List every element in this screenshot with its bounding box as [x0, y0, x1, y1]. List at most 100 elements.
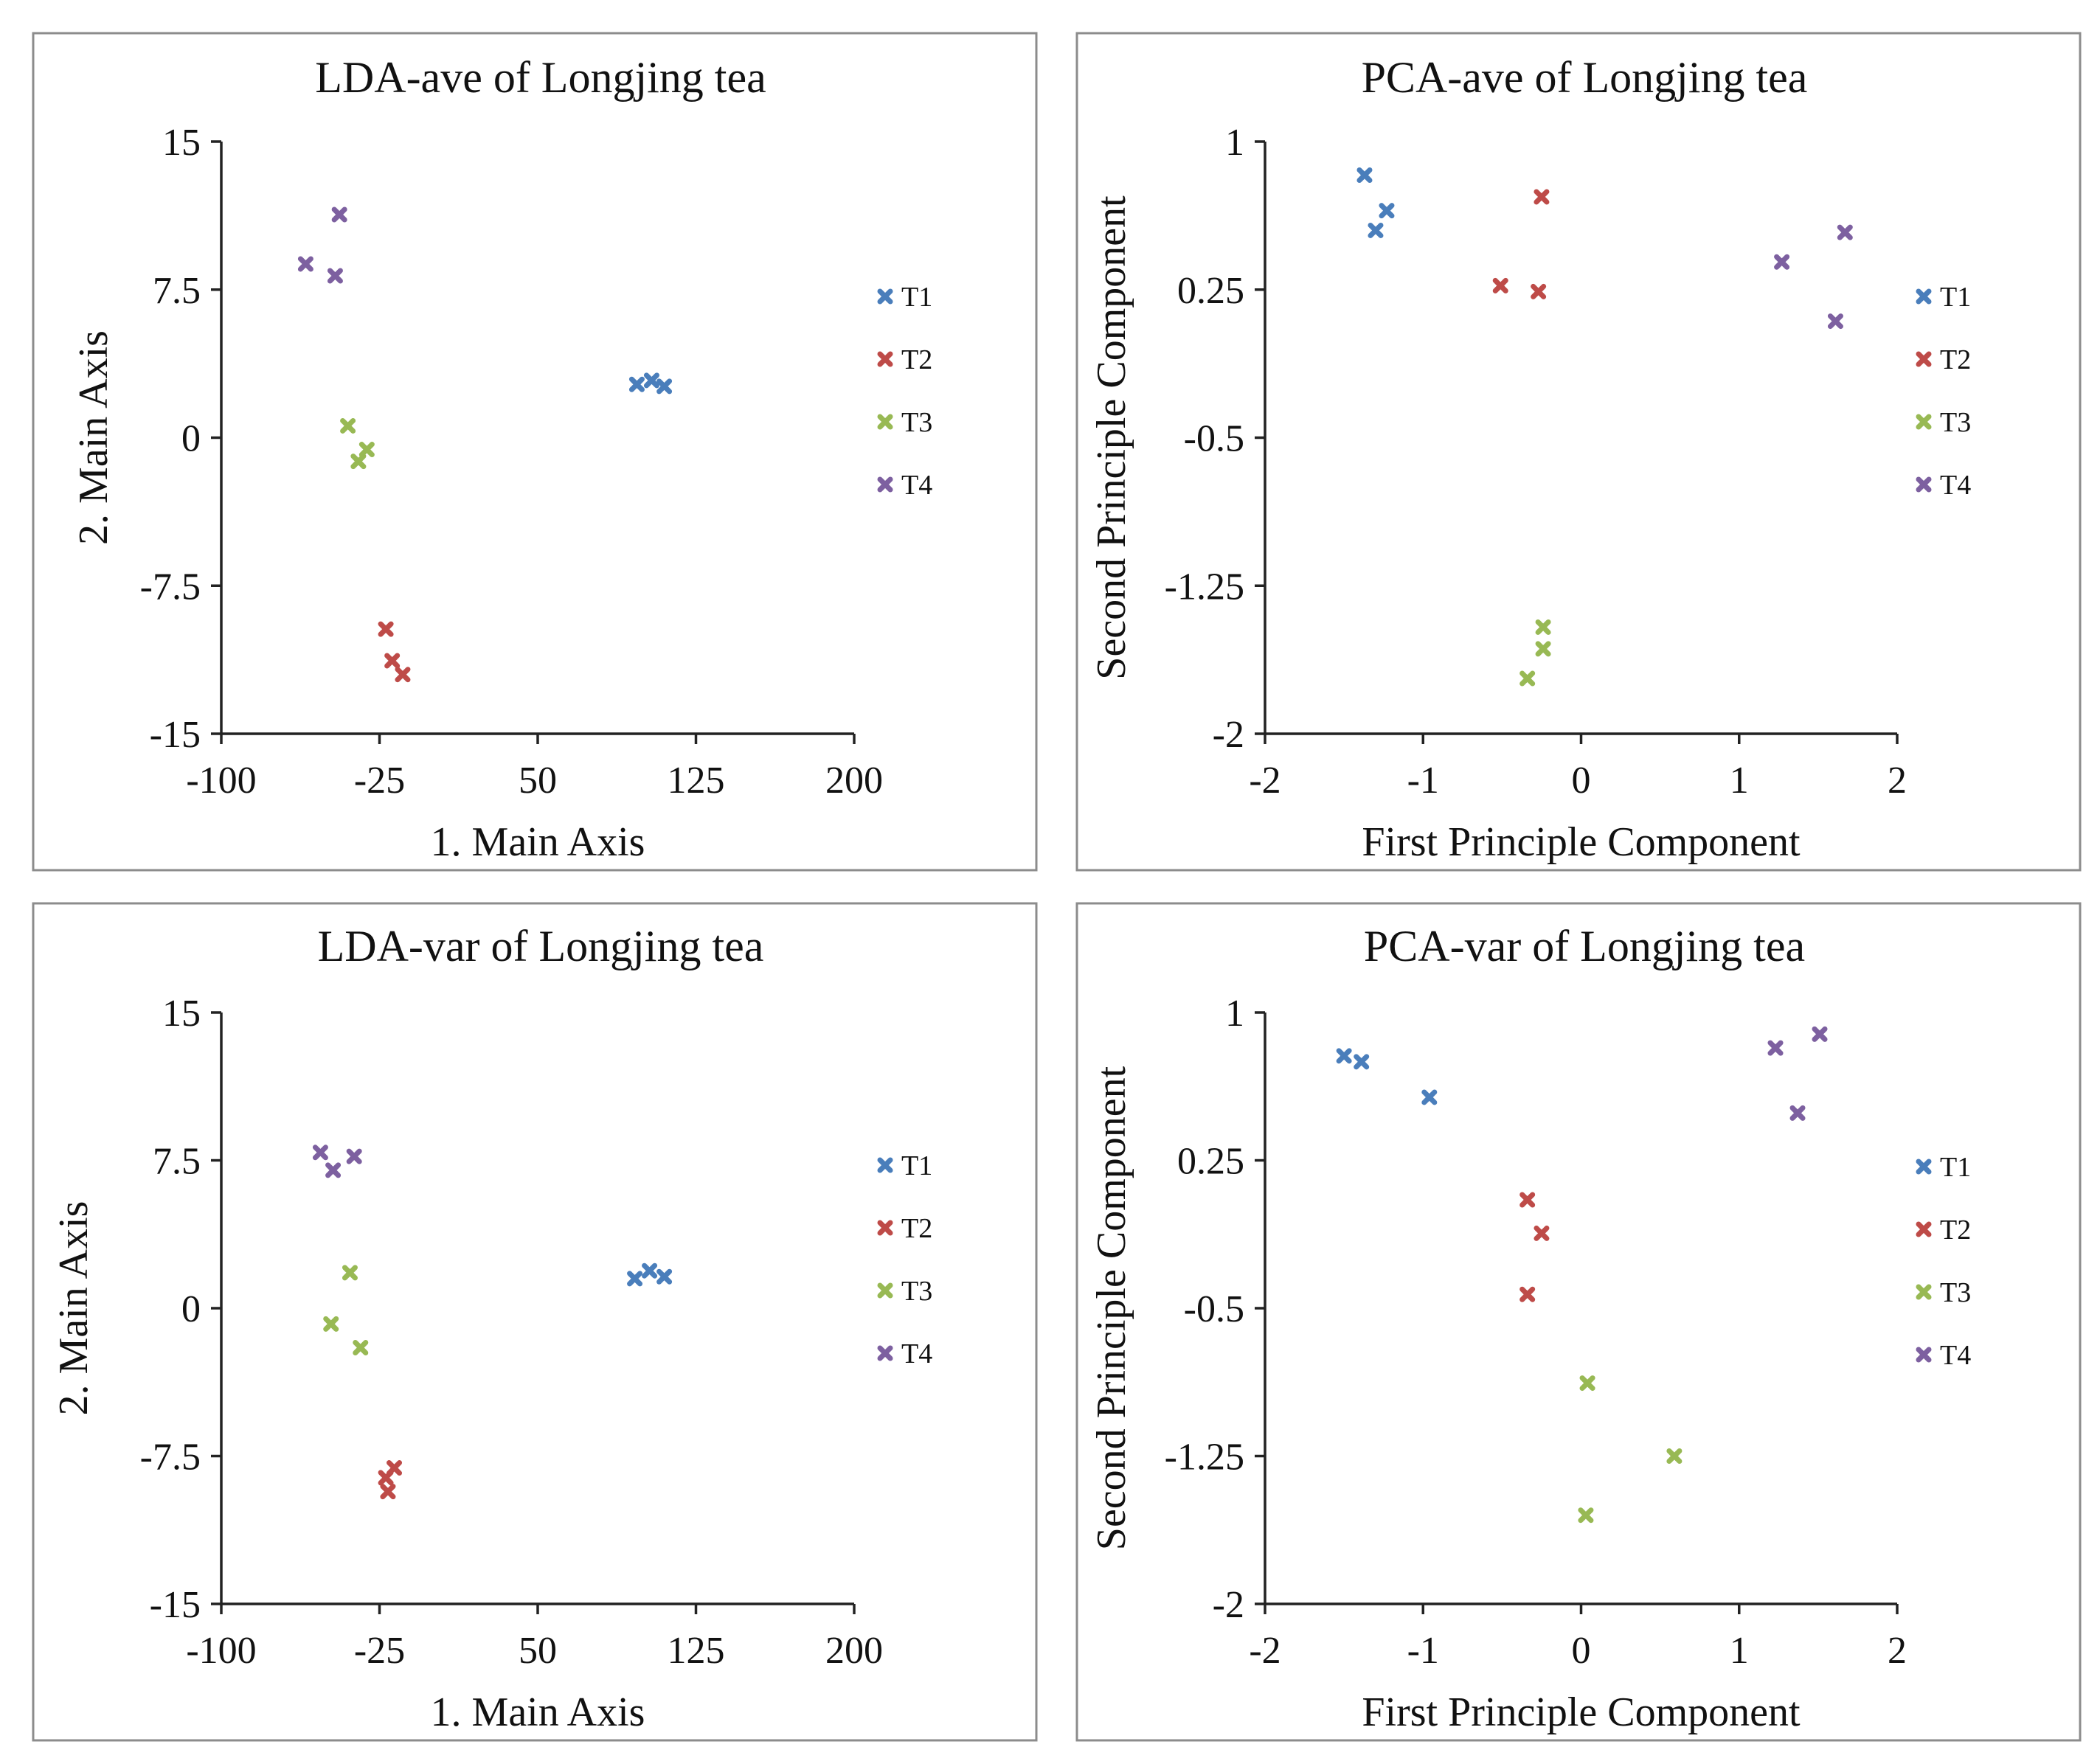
data-point — [342, 1265, 358, 1281]
legend-label: T3 — [1940, 407, 1971, 438]
data-point — [325, 1162, 342, 1178]
series-t4 — [312, 1145, 362, 1178]
legend-item-t1: T1 — [877, 282, 932, 313]
data-point — [380, 1484, 396, 1500]
legend-item-t2: T2 — [1916, 1215, 1971, 1246]
data-point — [378, 621, 394, 637]
data-point — [1354, 1054, 1370, 1070]
series-t2 — [1492, 189, 1550, 299]
x-tick-label: -100 — [186, 1630, 256, 1672]
legend-item-t4: T4 — [1916, 470, 1971, 501]
data-point — [327, 268, 343, 284]
data-point — [1492, 277, 1508, 294]
legend-marker — [877, 351, 893, 367]
x-tick-label: 0 — [1572, 760, 1591, 802]
x-tick-label: 2 — [1888, 1630, 1907, 1672]
legend-marker — [877, 1220, 893, 1236]
x-axis-label: First Principle Component — [1362, 1689, 1801, 1735]
legend-item-t3: T3 — [1916, 407, 1971, 438]
data-point — [387, 1460, 403, 1476]
x-tick-label: 125 — [668, 1630, 725, 1672]
legend-marker — [1916, 351, 1932, 367]
legend-item-t3: T3 — [877, 1276, 932, 1307]
series-t1 — [627, 1262, 673, 1287]
data-point — [358, 442, 375, 458]
legend-label: T2 — [901, 1213, 932, 1244]
legend-marker — [1916, 1221, 1932, 1237]
y-tick-label: 1 — [1225, 993, 1244, 1035]
data-point — [1519, 1286, 1536, 1302]
series-t1 — [628, 372, 673, 395]
panel-frame — [32, 32, 1038, 872]
legend-label: T4 — [1940, 1340, 1971, 1371]
data-point — [1519, 670, 1536, 687]
data-point — [1356, 167, 1373, 184]
data-point — [1579, 1375, 1595, 1392]
panel-frame — [32, 902, 1038, 1742]
series-t1 — [1356, 167, 1395, 238]
x-axis-label: 1. Main Axis — [431, 1689, 645, 1735]
legend-item-t4: T4 — [877, 470, 932, 501]
data-point — [1534, 1225, 1550, 1241]
chart-title: LDA-var of Longjing tea — [318, 922, 764, 970]
y-tick-label: -15 — [150, 1584, 201, 1626]
legend-item-t3: T3 — [1916, 1277, 1971, 1308]
legend-marker — [1916, 1347, 1932, 1363]
data-point — [1336, 1048, 1352, 1064]
legend-item-t4: T4 — [877, 1338, 932, 1369]
y-tick-label: -7.5 — [140, 1437, 201, 1479]
legend-label: T3 — [901, 1276, 932, 1307]
legend-label: T1 — [901, 1150, 932, 1181]
legend-label: T3 — [1940, 1277, 1971, 1308]
legend-label: T1 — [1940, 282, 1971, 313]
legend-item-t3: T3 — [877, 407, 932, 438]
y-axis-label: Second Principle Component — [1089, 1066, 1134, 1550]
legend-item-t2: T2 — [877, 344, 932, 375]
panel-pca-ave: PCA-ave of Longjing tea -2 -1.25 -0.5 0.25 1 -… — [1075, 32, 2082, 872]
legend: T1 T2 T3 T4 — [1916, 1152, 1971, 1371]
data-point — [656, 378, 673, 395]
data-point — [1421, 1089, 1438, 1105]
legend-item-t2: T2 — [1916, 344, 1971, 375]
y-tick-label: -15 — [150, 714, 201, 756]
legend-marker — [1916, 476, 1932, 493]
series-t2 — [378, 621, 411, 683]
series-t3 — [1519, 619, 1551, 687]
legend-label: T4 — [901, 470, 932, 501]
x-tick-label: 125 — [668, 760, 725, 802]
chart-title: LDA-ave of Longjing tea — [315, 53, 766, 102]
y-axis-label: 2. Main Axis — [51, 1201, 97, 1416]
data-point — [331, 206, 347, 223]
y-tick-label: 0.25 — [1177, 1141, 1244, 1183]
series-t4 — [1767, 1026, 1828, 1121]
x-tick-label: 2 — [1888, 760, 1907, 802]
data-point — [1519, 1192, 1536, 1208]
series-t4 — [1774, 224, 1853, 330]
legend-label: T1 — [1940, 1152, 1971, 1183]
y-tick-label: 15 — [162, 122, 201, 164]
legend-marker — [1916, 288, 1932, 305]
data-point — [1368, 222, 1384, 238]
data-point — [1827, 313, 1843, 330]
legend-label: T2 — [1940, 1215, 1971, 1246]
x-axis-label: 1. Main Axis — [431, 819, 645, 865]
legend-label: T4 — [901, 1338, 932, 1369]
x-tick-label: -1 — [1407, 1630, 1439, 1672]
series-t3 — [1578, 1375, 1683, 1524]
legend-label: T2 — [901, 344, 932, 375]
x-tick-label: 50 — [519, 760, 557, 802]
x-tick-label: 200 — [825, 1630, 883, 1672]
panel-frame — [1075, 902, 2082, 1742]
legend-marker — [877, 1157, 893, 1173]
data-point — [340, 417, 356, 434]
x-axis-label: First Principle Component — [1362, 819, 1801, 865]
data-point — [353, 1339, 369, 1355]
legend-label: T3 — [901, 407, 932, 438]
x-tick-label: -2 — [1249, 1630, 1281, 1672]
panel-frame — [1075, 32, 2082, 872]
x-tick-label: -100 — [186, 760, 256, 802]
legend: T1 T2 T3 T4 — [1916, 282, 1971, 501]
legend-item-t1: T1 — [1916, 1152, 1971, 1183]
x-tick-label: -25 — [354, 1630, 405, 1672]
data-point — [384, 653, 401, 669]
